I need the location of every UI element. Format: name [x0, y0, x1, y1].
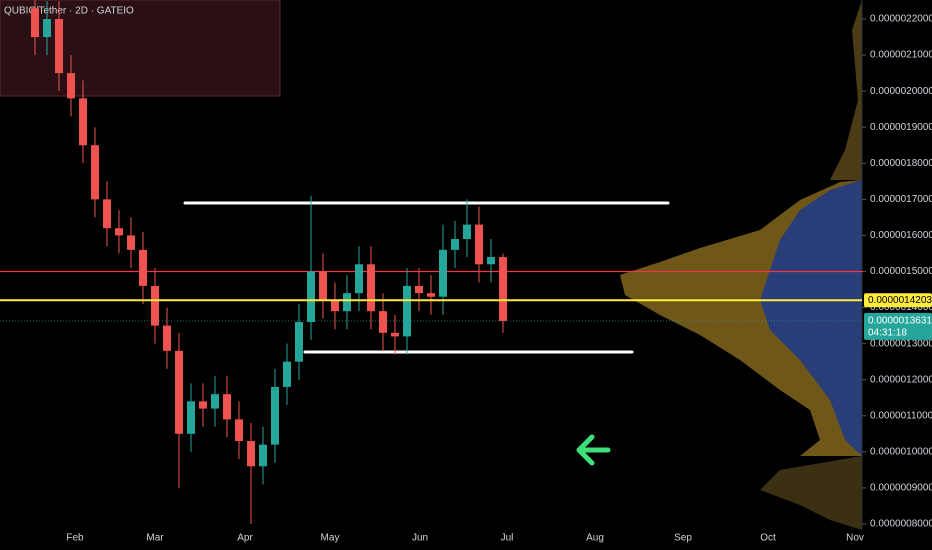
candle-body	[463, 224, 471, 240]
candle-body	[223, 394, 231, 420]
y-tick-label: 0.0000014000	[870, 302, 932, 313]
candle-body	[295, 321, 303, 362]
chart-title: QUBIC/Tether · 2D · GATEIO	[4, 6, 134, 17]
candle-body	[199, 401, 207, 409]
y-tick-label: 0.0000018000	[870, 158, 932, 169]
candle-body	[91, 145, 99, 200]
volume-profile-bottom	[760, 456, 862, 530]
y-tick-label: 0.0000011000	[870, 410, 932, 421]
candle-body	[211, 394, 219, 409]
candle-body	[247, 441, 255, 467]
candle-body	[451, 239, 459, 250]
x-tick-label: Oct	[760, 533, 776, 544]
x-tick-label: Sep	[674, 533, 692, 544]
countdown-label: 04:31:18	[868, 328, 907, 339]
candle-body	[379, 311, 387, 333]
y-tick-label: 0.0000016000	[870, 230, 932, 241]
candle-body	[367, 264, 375, 312]
candle-body	[139, 249, 147, 286]
x-tick-label: May	[321, 533, 340, 544]
candle-body	[67, 73, 75, 99]
candle-body	[271, 386, 279, 445]
candle-body	[415, 285, 423, 294]
y-tick-label: 0.0000021000	[870, 50, 932, 61]
candle-body	[307, 271, 315, 322]
candle-body	[163, 325, 171, 351]
candle-body	[79, 98, 87, 146]
candle-body	[43, 19, 51, 38]
candle-body	[319, 271, 327, 301]
candle-body	[475, 224, 483, 265]
candle-body	[439, 249, 447, 297]
y-tick-label: 0.0000020000	[870, 86, 932, 97]
candle-body	[427, 293, 435, 297]
candle-body	[187, 401, 195, 434]
candle-body	[127, 235, 135, 250]
y-tick-label: 0.0000012000	[870, 374, 932, 385]
x-tick-label: Mar	[146, 533, 164, 544]
y-tick-label: 0.0000013000	[870, 338, 932, 349]
y-tick-label: 0.0000010000	[870, 446, 932, 457]
candle-body	[283, 361, 291, 387]
candle-body	[487, 257, 495, 265]
volume-profile-top	[830, 0, 862, 180]
y-tick-label: 0.0000019000	[870, 122, 932, 133]
marked-level-tag	[864, 293, 932, 308]
candle-body	[235, 419, 243, 442]
last-price-tag	[864, 312, 932, 340]
x-tick-label: Nov	[846, 533, 864, 544]
x-tick-label: Feb	[66, 533, 84, 544]
candle-body	[115, 228, 123, 236]
candle-body	[331, 300, 339, 312]
candle-body	[343, 293, 351, 312]
x-tick-label: Apr	[237, 533, 253, 544]
candle-body	[175, 350, 183, 434]
y-tick-label: 0.0000015000	[870, 266, 932, 277]
candle-body	[55, 19, 63, 74]
y-tick-label: 0.0000008000	[870, 519, 932, 530]
candle-body	[499, 257, 507, 321]
marked-level-label: 0.0000014203	[868, 295, 932, 306]
candle-body	[31, 8, 39, 38]
y-tick-label: 0.0000017000	[870, 194, 932, 205]
candle-body	[103, 199, 111, 229]
x-tick-label: Aug	[586, 533, 604, 544]
x-tick-label: Jul	[501, 533, 514, 544]
y-tick-label: 0.0000009000	[870, 483, 932, 494]
candle-body	[259, 444, 267, 467]
candle-body	[391, 332, 399, 337]
candle-body	[355, 264, 363, 294]
candle-body	[403, 285, 411, 337]
arrow-icon	[576, 434, 611, 466]
x-tick-label: Jun	[412, 533, 428, 544]
candle-body	[151, 285, 159, 326]
volume-profile-up	[760, 180, 862, 456]
y-tick-label: 0.0000022000	[870, 14, 932, 25]
last-price-label: 0.0000013631	[868, 316, 932, 327]
